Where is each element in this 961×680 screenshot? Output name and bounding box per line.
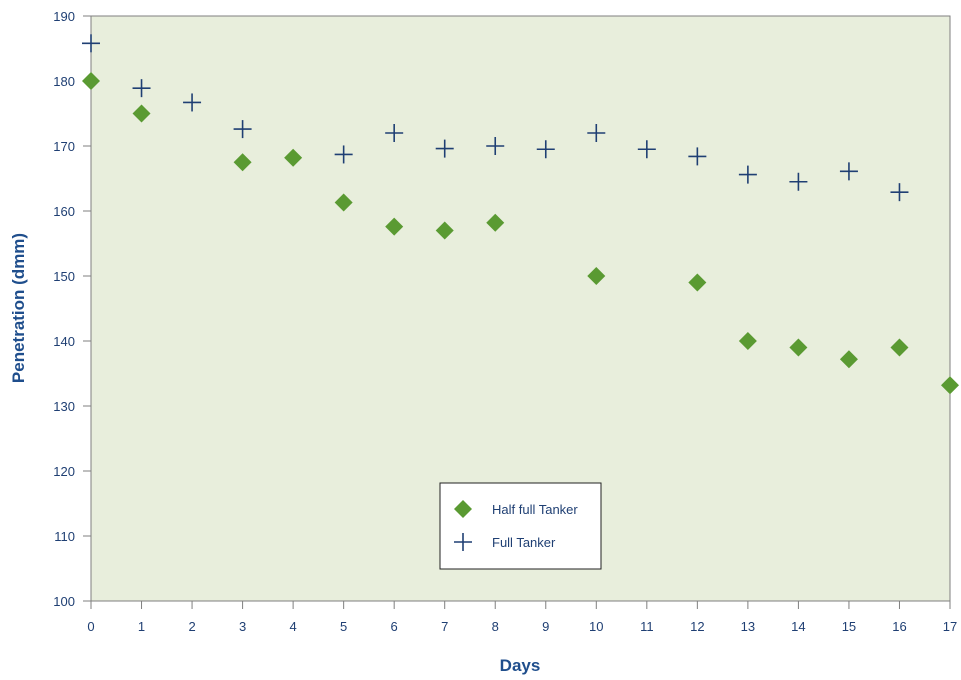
full-tanker-point [334, 145, 353, 164]
legend-box [439, 482, 602, 570]
x-axis-title: Days [500, 656, 541, 675]
x-tick-label: 3 [239, 619, 246, 634]
half-full-tanker-point [738, 332, 757, 350]
y-axis-title: Penetration (dmm) [9, 233, 28, 383]
half-full-tanker-point [334, 193, 353, 212]
x-tick-label: 8 [492, 619, 499, 634]
full-tanker-point [789, 172, 808, 191]
x-tick-label: 15 [842, 619, 856, 634]
full-tanker-point [637, 140, 656, 159]
half-full-tanker-point [587, 267, 606, 285]
y-tick-label: 150 [53, 269, 75, 284]
full-tanker-point [587, 124, 606, 142]
y-tick-label: 110 [54, 529, 75, 544]
full-tanker-point [233, 120, 252, 139]
x-tick-label: 1 [138, 619, 145, 634]
half-full-tanker-point [132, 104, 151, 123]
y-tick-label: 120 [53, 464, 75, 479]
y-tick-label: 170 [53, 139, 75, 154]
x-tick-label: 10 [589, 619, 603, 634]
half-full-tanker-point [435, 221, 454, 240]
x-tick-label: 16 [892, 619, 906, 634]
half-full-tanker-point [233, 153, 252, 172]
x-tick-label: 6 [391, 619, 398, 634]
full-tanker-point [688, 147, 707, 166]
half-full-tanker-point [385, 217, 404, 236]
full-tanker-point [839, 162, 858, 181]
x-tick-label: 7 [441, 619, 448, 634]
full-tanker-point [738, 165, 757, 184]
x-tick-label: 17 [943, 619, 957, 634]
data-points [82, 34, 959, 395]
legend-label: Half full Tanker [492, 502, 578, 517]
full-tanker-point [486, 137, 505, 155]
y-tick-label: 160 [53, 204, 75, 219]
full-tanker-point [536, 140, 555, 159]
full-tanker-point [385, 124, 404, 142]
x-axis-ticks: 0 1 2 3 4 5 6 7 8 9 10 11 12 13 14 15 16 17 [87, 601, 957, 634]
y-tick-label: 130 [53, 399, 75, 414]
half-full-tanker-point [486, 213, 505, 232]
half-full-tanker-point [890, 338, 909, 357]
full-tanker-point [183, 93, 202, 112]
half-full-tanker-point [839, 350, 858, 369]
x-tick-label: 9 [542, 619, 549, 634]
y-tick-label: 100 [53, 594, 75, 609]
legend-plus-marker [454, 533, 472, 551]
legend-diamond-marker [454, 500, 472, 518]
half-full-tanker-point [941, 376, 959, 395]
x-tick-label: 13 [741, 619, 755, 634]
half-full-tanker-point [789, 338, 808, 357]
half-full-tanker-point [688, 273, 707, 292]
full-tanker-point [82, 34, 100, 53]
x-tick-label: 4 [290, 619, 297, 634]
y-tick-label: 180 [53, 74, 75, 89]
x-tick-label: 14 [791, 619, 805, 634]
legend-label: Full Tanker [492, 535, 556, 550]
x-tick-label: 2 [188, 619, 195, 634]
x-tick-label: 5 [340, 619, 347, 634]
half-full-tanker-point [82, 72, 100, 90]
full-tanker-point [435, 139, 454, 158]
full-tanker-point [132, 79, 151, 98]
x-tick-label: 0 [87, 619, 94, 634]
legend: Half full Tanker Full Tanker [439, 482, 602, 570]
full-tanker-point [890, 183, 909, 202]
y-tick-label: 190 [53, 9, 75, 24]
half-full-tanker-point [284, 148, 303, 167]
x-tick-label: 12 [690, 619, 704, 634]
y-tick-label: 140 [53, 334, 75, 349]
y-axis-ticks: 100 110 120 130 140 150 160 170 180 190 [53, 9, 91, 609]
x-tick-label: 11 [640, 619, 654, 634]
